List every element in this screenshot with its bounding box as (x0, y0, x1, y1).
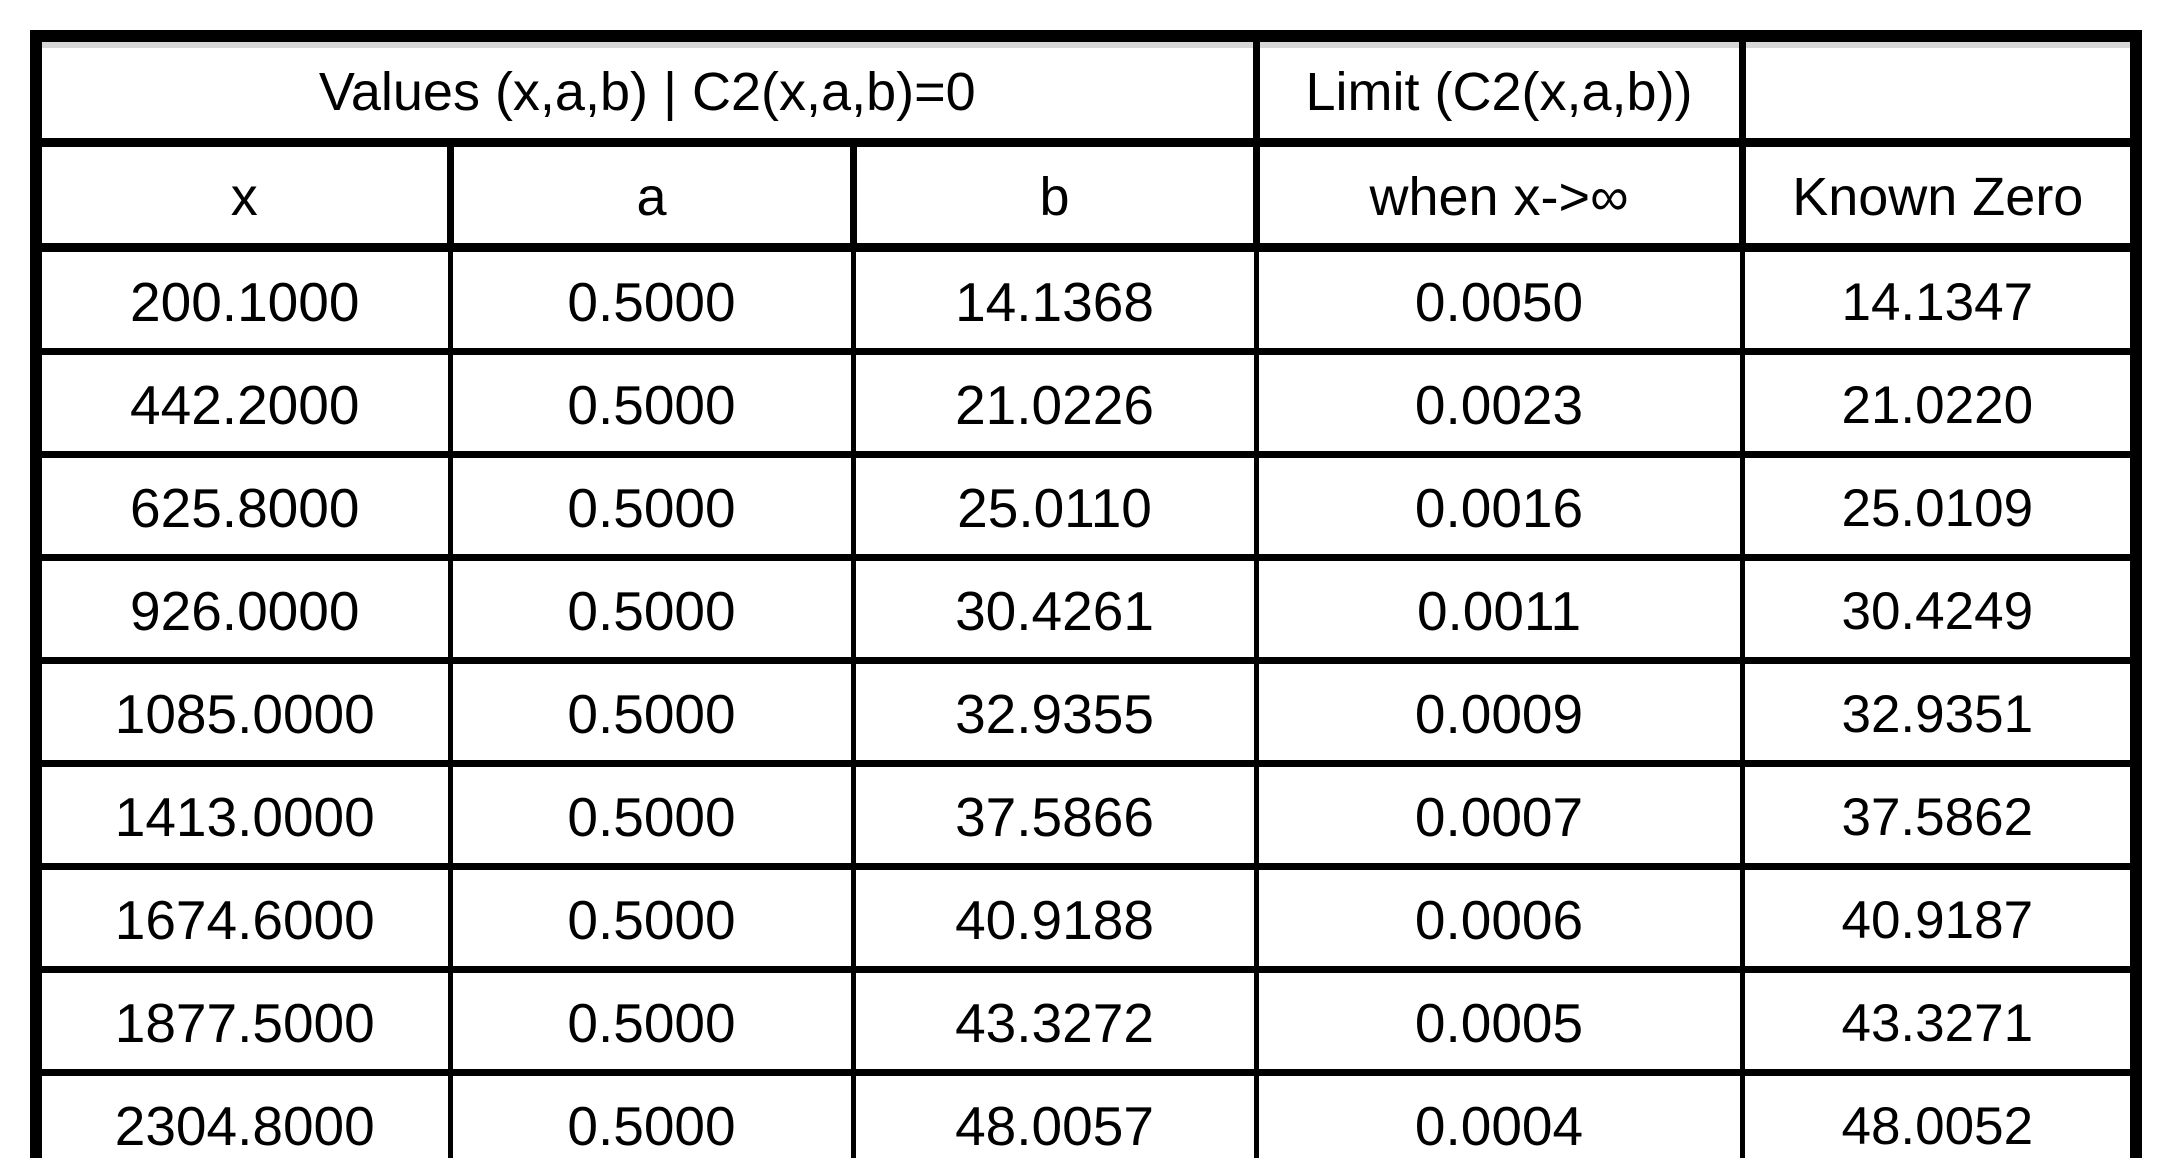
cell-b: 32.9355 (850, 657, 1259, 767)
cell-a: 0.5000 (447, 760, 856, 870)
cell-x: 625.8000 (33, 451, 453, 561)
cell-known-zero: 37.5862 (1739, 760, 2139, 870)
cell-a: 0.5000 (447, 657, 856, 767)
cell-known-zero: 14.1347 (1739, 244, 2139, 355)
cell-known-zero: 21.0220 (1739, 348, 2139, 458)
cell-limit: 0.0016 (1253, 451, 1745, 561)
table-row: 1674.6000 0.5000 40.9188 0.0006 40.9187 (33, 863, 2139, 973)
cell-known-zero: 32.9351 (1739, 657, 2139, 767)
cell-b: 43.3272 (850, 966, 1259, 1076)
cell-a: 0.5000 (447, 348, 856, 458)
column-header-a: a (446, 142, 857, 252)
cell-known-zero: 48.0052 (1739, 1069, 2139, 1158)
values-group-header: Values (x,a,b) | C2(x,a,b)=0 (36, 36, 1260, 147)
cell-limit: 0.0009 (1253, 657, 1745, 767)
cell-b: 14.1368 (850, 244, 1259, 355)
cell-b: 48.0057 (850, 1069, 1259, 1158)
table-row: 1085.0000 0.5000 32.9355 0.0009 32.9351 (33, 657, 2139, 767)
cell-limit: 0.0007 (1253, 760, 1745, 870)
cell-b: 21.0226 (850, 348, 1259, 458)
table-row: 1413.0000 0.5000 37.5866 0.0007 37.5862 (33, 760, 2139, 870)
cell-a: 0.5000 (447, 554, 856, 664)
cell-a: 0.5000 (447, 1069, 856, 1158)
table-column-header-row: x a b when x->∞ Known Zero (32, 142, 2140, 252)
cell-known-zero: 25.0109 (1739, 451, 2139, 561)
column-header-x: x (32, 142, 454, 252)
cell-x: 442.2000 (33, 348, 453, 458)
cell-known-zero: 43.3271 (1739, 966, 2139, 1076)
zeros-results-table: Values (x,a,b) | C2(x,a,b)=0 Limit (C2(x… (30, 30, 2143, 1158)
cell-x: 1674.6000 (33, 863, 453, 973)
cell-a: 0.5000 (447, 451, 856, 561)
cell-x: 926.0000 (33, 554, 453, 664)
column-header-b: b (849, 142, 1260, 252)
cell-limit: 0.0004 (1253, 1069, 1745, 1158)
cell-a: 0.5000 (447, 244, 856, 355)
table-row: 926.0000 0.5000 30.4261 0.0011 30.4249 (33, 554, 2139, 664)
cell-b: 25.0110 (850, 451, 1259, 561)
cell-limit: 0.0011 (1253, 554, 1745, 664)
limit-group-header: Limit (C2(x,a,b)) (1256, 36, 1746, 147)
group-header-spacer (1742, 36, 2137, 147)
column-header-known-zero: Known Zero (1738, 142, 2140, 252)
cell-x: 1413.0000 (33, 760, 453, 870)
table-row: 442.2000 0.5000 21.0226 0.0023 21.0220 (33, 348, 2139, 458)
table-row: 200.1000 0.5000 14.1368 0.0050 14.1347 (33, 244, 2139, 355)
cell-b: 40.9188 (850, 863, 1259, 973)
table-row: 2304.8000 0.5000 48.0057 0.0004 48.0052 (33, 1069, 2139, 1158)
cell-x: 1085.0000 (33, 657, 453, 767)
cell-b: 37.5866 (850, 760, 1259, 870)
column-header-limit-when-x-to-infinity: when x->∞ (1252, 142, 1746, 252)
cell-known-zero: 30.4249 (1739, 554, 2139, 664)
cell-limit: 0.0050 (1253, 244, 1745, 355)
cell-limit: 0.0006 (1253, 863, 1745, 973)
cell-limit: 0.0005 (1253, 966, 1745, 1076)
cell-x: 2304.8000 (33, 1069, 453, 1158)
table-row: 1877.5000 0.5000 43.3272 0.0005 43.3271 (33, 966, 2139, 1076)
cell-known-zero: 40.9187 (1739, 863, 2139, 973)
cell-x: 200.1000 (33, 244, 453, 355)
cell-a: 0.5000 (447, 966, 856, 1076)
cell-limit: 0.0023 (1253, 348, 1745, 458)
cell-x: 1877.5000 (33, 966, 453, 1076)
table-group-header-row: Values (x,a,b) | C2(x,a,b)=0 Limit (C2(x… (36, 36, 2137, 147)
cell-b: 30.4261 (850, 554, 1259, 664)
table-row: 625.8000 0.5000 25.0110 0.0016 25.0109 (33, 451, 2139, 561)
cell-a: 0.5000 (447, 863, 856, 973)
